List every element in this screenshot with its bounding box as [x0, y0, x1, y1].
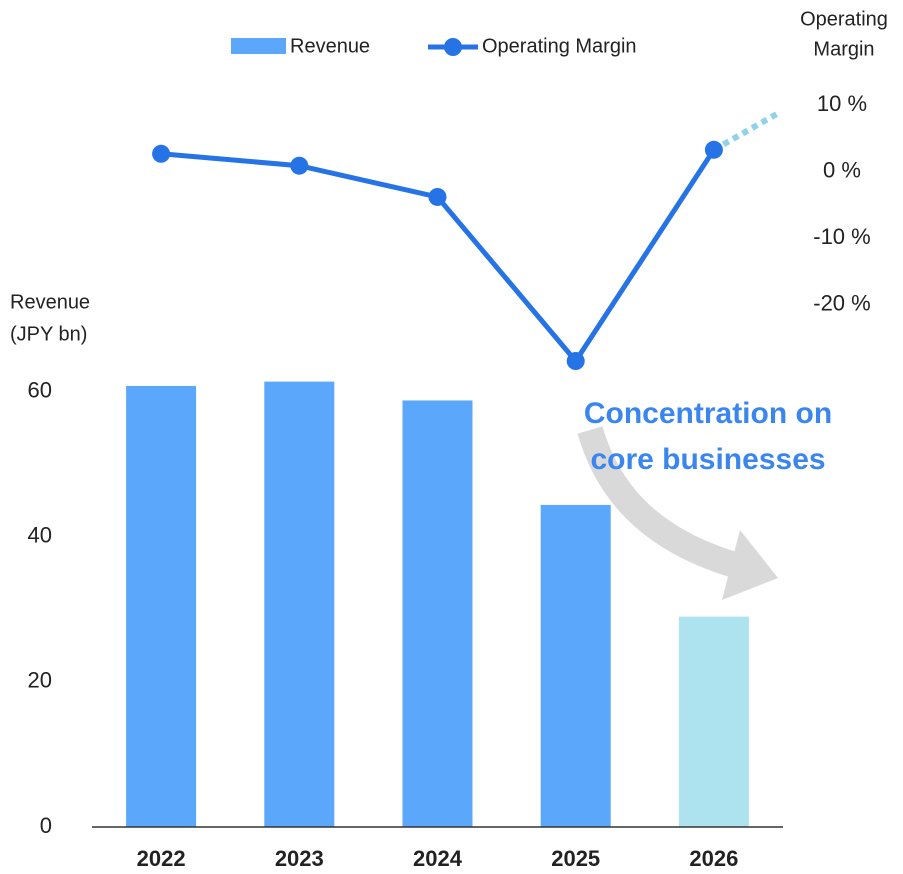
y-tick-label: 0 — [40, 813, 52, 838]
legend-label: Operating Margin — [482, 35, 637, 57]
arrow-body — [577, 426, 749, 581]
arrow-head — [722, 530, 778, 600]
line — [160, 148, 716, 366]
y2-axis-title: Margin — [813, 38, 874, 60]
line-point — [704, 140, 723, 159]
bar — [126, 385, 197, 827]
line-extension — [712, 110, 781, 153]
x-tick-label: 2023 — [275, 846, 324, 871]
y2-axis-title: Operating — [800, 8, 888, 30]
y-tick-label: 40 — [28, 523, 52, 548]
bar — [264, 381, 335, 827]
x-tick-label: 2025 — [551, 846, 600, 871]
x-tick-label: 2022 — [137, 846, 186, 871]
y2-tick-label: 0 % — [823, 158, 861, 183]
line-point — [566, 352, 585, 371]
annotation: core businesses — [590, 443, 825, 476]
legend-swatch — [231, 38, 286, 54]
line-point — [428, 187, 447, 206]
legend-swatch — [444, 38, 462, 56]
bar — [540, 504, 611, 827]
bar — [678, 616, 749, 827]
y-axis-title: (JPY bn) — [10, 323, 87, 345]
y-axis-title: Revenue — [10, 291, 90, 313]
y-tick-label: 60 — [28, 378, 52, 403]
legend-label: Revenue — [290, 35, 370, 57]
y2-tick-label: -10 % — [813, 224, 870, 249]
bar — [402, 400, 473, 827]
line-point — [290, 156, 309, 175]
y2-tick-label: -20 % — [813, 290, 870, 315]
line-point — [152, 144, 171, 163]
y-tick-label: 20 — [28, 668, 52, 693]
x-tick-label: 2024 — [413, 846, 463, 871]
y2-tick-label: 10 % — [817, 91, 867, 116]
x-tick-label: 2026 — [689, 846, 738, 871]
annotation: Concentration on — [584, 397, 832, 430]
